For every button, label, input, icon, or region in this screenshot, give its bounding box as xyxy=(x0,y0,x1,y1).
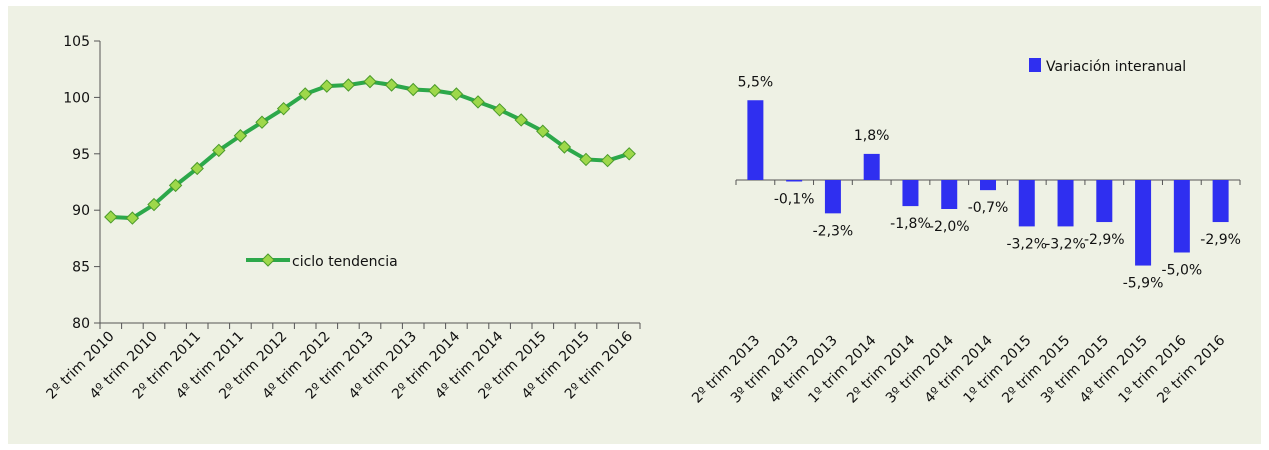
bar-x-tick-label: 2º trim 2013 xyxy=(689,333,763,407)
line-y-tick-label: 95 xyxy=(72,147,90,163)
series-line-ciclo-tendencia xyxy=(110,79,630,221)
bar-x-tick-label: 1º trim 2014 xyxy=(805,332,879,406)
bar-x-tick-label: 4º trim 2013 xyxy=(767,333,841,407)
bar-chart: 5,5% -0,1% -2,3% 1,8% -1,8%-2,0% -0,7% -3,2%-3… xyxy=(689,58,1241,407)
data-point-marker xyxy=(255,115,269,129)
bar-data-label: -0,1% xyxy=(774,191,815,207)
data-point-marker xyxy=(579,152,593,167)
bar xyxy=(1057,180,1074,227)
data-point-marker xyxy=(600,153,615,168)
bar-x-tick-label: 4º trim 2014 xyxy=(922,332,996,406)
legend-bar-swatch xyxy=(1029,58,1041,72)
data-point-marker xyxy=(104,210,118,224)
bar-x-tick-label: 4º trim 2015 xyxy=(1077,333,1151,407)
bar-x-tick-label: 3º trim 2013 xyxy=(728,333,802,407)
line-y-tick-label: 90 xyxy=(72,203,90,219)
bar xyxy=(1018,180,1035,227)
data-point-marker xyxy=(406,82,420,97)
bar xyxy=(786,180,803,182)
bar-data-label: -3,2% xyxy=(1045,236,1086,252)
bar-data-label: -2,9% xyxy=(1084,232,1125,248)
data-point-marker xyxy=(168,178,183,193)
bar-x-tick-label: 3º trim 2014 xyxy=(883,332,957,406)
legend-marker-swatch xyxy=(261,253,275,267)
bar xyxy=(902,180,919,207)
data-point-marker xyxy=(233,129,248,143)
data-point-marker xyxy=(449,87,464,101)
chart-panel: 80 85 90 95 100 105 2º trim 2010 4º trim 2010 2º… xyxy=(8,6,1261,444)
data-point-marker xyxy=(298,87,312,101)
line-y-tick-label: 80 xyxy=(72,316,90,332)
data-point-marker xyxy=(125,211,140,225)
bar xyxy=(980,180,996,191)
bar-data-label: 5,5% xyxy=(738,74,774,90)
bar xyxy=(1135,180,1152,266)
bar-data-label: -2,0% xyxy=(929,219,970,235)
bar-x-tick-label: 1º trim 2016 xyxy=(1116,332,1190,406)
data-point-marker xyxy=(276,101,291,116)
data-point-marker xyxy=(190,161,204,176)
bar xyxy=(747,100,764,180)
data-point-marker xyxy=(622,147,636,161)
bar-x-tick-label: 2º trim 2014 xyxy=(844,332,918,406)
bar-data-label: 1,8% xyxy=(854,128,890,144)
data-point-marker xyxy=(492,103,507,117)
bar-data-label: -5,0% xyxy=(1162,263,1203,279)
bar-data-label: -2,3% xyxy=(813,223,854,239)
bar-data-label: -5,9% xyxy=(1123,276,1164,292)
bar-data-label: -1,8% xyxy=(890,216,931,232)
data-point-marker xyxy=(363,74,377,89)
bar-data-label: -3,2% xyxy=(1006,236,1047,252)
bar-x-tick-label: 1º trim 2015 xyxy=(960,333,1034,407)
data-point-marker xyxy=(471,95,485,109)
bar xyxy=(824,180,841,214)
data-point-marker xyxy=(514,113,528,127)
bar-x-tick-label: 2º trim 2015 xyxy=(999,333,1073,407)
bar-data-label: -0,7% xyxy=(968,200,1009,216)
bar xyxy=(1212,180,1229,223)
bar xyxy=(1096,180,1113,223)
data-point-marker xyxy=(147,197,161,212)
bar-x-tick-label: 2º trim 2016 xyxy=(1154,332,1228,406)
bar-data-label: -2,9% xyxy=(1200,232,1241,248)
bar xyxy=(863,153,880,180)
data-point-marker xyxy=(536,124,550,138)
line-y-tick-label: 100 xyxy=(63,90,90,106)
data-point-marker xyxy=(557,140,572,154)
data-point-marker xyxy=(428,83,442,98)
legend-label-variacion-interanual: Variación interanual xyxy=(1046,59,1186,75)
legend-label-ciclo-tendencia: ciclo tendencia xyxy=(292,254,398,270)
data-point-marker xyxy=(320,79,334,93)
bar xyxy=(941,180,958,209)
line-y-tick-label: 85 xyxy=(72,260,90,276)
data-point-marker xyxy=(212,143,226,158)
line-y-tick-label: 105 xyxy=(63,34,90,50)
bar xyxy=(1173,180,1190,253)
data-point-marker xyxy=(384,78,399,92)
bar-x-tick-label: 3º trim 2015 xyxy=(1038,333,1112,407)
data-point-marker xyxy=(341,78,356,92)
